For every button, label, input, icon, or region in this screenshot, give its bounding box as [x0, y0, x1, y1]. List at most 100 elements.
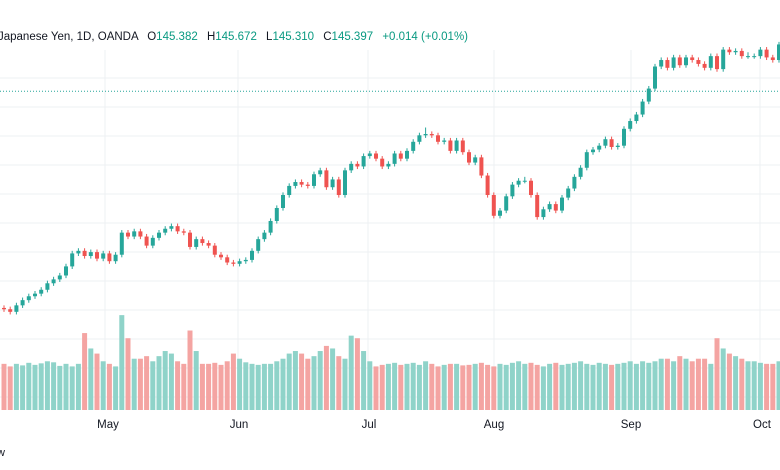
candle-body — [293, 182, 298, 186]
volume-bar — [336, 356, 342, 410]
x-tick-label: Oct — [753, 419, 772, 431]
volume-bar — [361, 351, 367, 410]
volume-bar — [330, 348, 336, 410]
candle-body — [324, 170, 329, 188]
volume-bar — [540, 366, 546, 410]
candle-body — [367, 153, 372, 157]
volume-bar — [708, 363, 714, 410]
volume-bar — [596, 362, 602, 410]
volume-bar — [398, 364, 404, 410]
candle-body — [194, 239, 199, 247]
volume-bar — [739, 358, 745, 410]
volume-bar — [113, 366, 119, 410]
volume-bar — [125, 338, 131, 410]
low-value: 145.310 — [272, 31, 315, 43]
candle-body — [268, 220, 273, 233]
volume-bar — [609, 364, 615, 410]
volume-bar — [764, 363, 770, 410]
volume-bar — [509, 362, 515, 410]
volume-bar — [565, 363, 571, 410]
candle-body — [132, 231, 137, 237]
volume-bar — [584, 363, 590, 410]
volume-bar — [106, 363, 112, 410]
candle-body — [615, 145, 620, 147]
candle-body — [76, 250, 81, 254]
candle-body — [467, 152, 471, 163]
candle-body — [95, 252, 99, 259]
volume-bar — [193, 351, 199, 410]
volume-bar — [695, 358, 701, 410]
candle-body — [318, 170, 323, 175]
volume-bar — [187, 330, 193, 410]
volume-bar — [175, 361, 181, 410]
volume-bar — [621, 362, 627, 410]
candle-body — [560, 197, 564, 211]
candle-body — [119, 232, 124, 255]
volume-bar — [38, 363, 44, 410]
volume-bar — [720, 348, 726, 410]
candle-body — [287, 185, 292, 196]
open-label: O — [147, 31, 157, 43]
volume-bar — [571, 362, 577, 410]
volume-bar — [460, 365, 466, 410]
volume-bar — [416, 364, 422, 410]
candle-body — [553, 204, 558, 211]
candle-body — [33, 293, 37, 297]
footer-text: w — [0, 447, 5, 459]
candle-body — [20, 300, 25, 306]
candle-body — [628, 121, 633, 129]
volume-bar — [268, 363, 274, 410]
volume-bar — [404, 363, 410, 410]
candle-body — [45, 283, 50, 290]
x-tick-label: Jun — [230, 419, 249, 431]
volume-bar — [733, 356, 739, 410]
volume-bar — [435, 366, 441, 410]
volume-bar — [379, 364, 385, 410]
volume-bar — [1, 363, 7, 410]
candles — [2, 41, 780, 315]
volume-bar — [7, 366, 13, 410]
candle-body — [473, 157, 478, 163]
candle-body — [181, 231, 186, 233]
candle-body — [243, 259, 248, 262]
candle-body — [516, 180, 521, 185]
high-value: 145.672 — [215, 31, 257, 43]
close-label: C — [323, 31, 332, 43]
candle-body — [39, 289, 44, 294]
volume-bar — [485, 364, 491, 410]
candle-body — [343, 170, 347, 196]
volume-bar — [162, 351, 168, 410]
candle-body — [70, 253, 75, 267]
volume-bar — [745, 361, 751, 410]
candle-body — [690, 57, 695, 61]
change-value: +0.014 (+0.01%) — [382, 31, 468, 43]
candle-body — [479, 157, 484, 176]
candle-body — [82, 250, 87, 257]
volume-bar — [478, 362, 484, 410]
candle-body — [566, 188, 571, 198]
candle-body — [411, 141, 416, 151]
candle-body — [727, 49, 732, 53]
candle-body — [64, 266, 68, 276]
volume-bar — [658, 358, 664, 410]
candle-body — [640, 101, 645, 115]
volume-bar — [224, 361, 230, 410]
volume-bar — [466, 364, 472, 410]
candle-body — [392, 153, 397, 164]
candle-body — [597, 145, 602, 150]
volume-bar — [726, 353, 732, 410]
candle-body — [491, 195, 496, 216]
candle-body — [188, 232, 192, 247]
volume-bar — [94, 353, 100, 410]
volume-bar — [299, 353, 305, 410]
volume-bar — [218, 364, 224, 410]
candle-body — [746, 56, 750, 58]
candle-body — [460, 140, 465, 153]
candle-body — [677, 57, 682, 66]
candle-body — [175, 226, 180, 232]
volume-bar — [671, 361, 677, 410]
volume-bar — [292, 351, 298, 410]
volume-bar — [69, 366, 75, 410]
candle-body — [758, 49, 763, 57]
